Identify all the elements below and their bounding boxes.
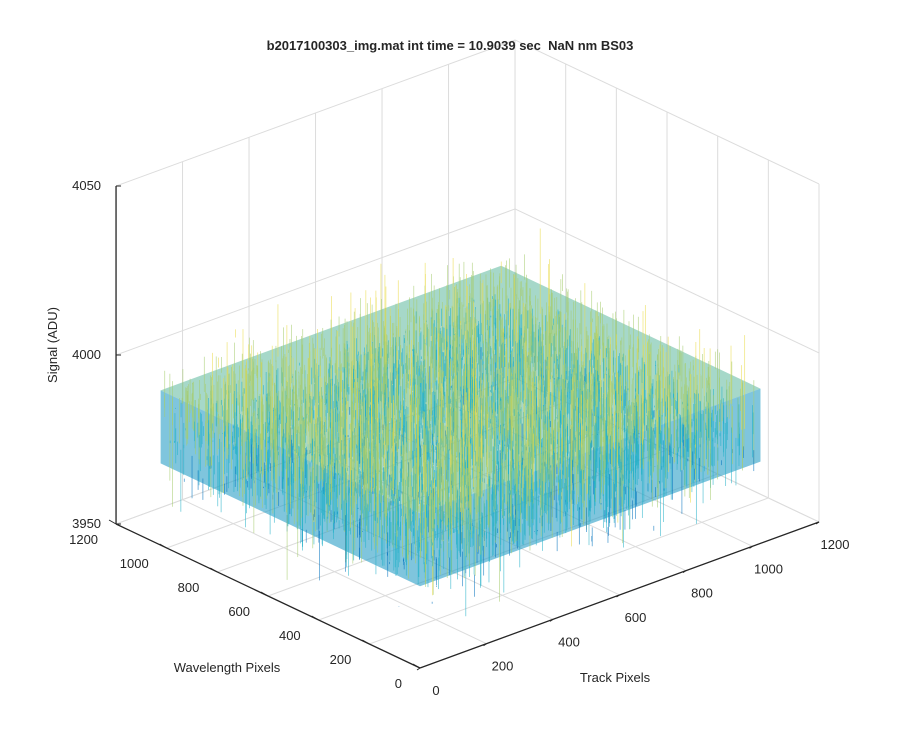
chart-title: b2017100303_img.mat int time = 10.9039 s… [0, 38, 900, 53]
y-tick-mark [261, 592, 268, 596]
y-tick-mark [160, 544, 167, 548]
y-tick-mark [109, 520, 116, 524]
y-tick-mark [413, 664, 420, 668]
y-tick-mark [312, 616, 319, 620]
surface-plot [161, 228, 761, 616]
y-tick-mark [210, 568, 217, 572]
y-tick-mark [362, 640, 369, 644]
